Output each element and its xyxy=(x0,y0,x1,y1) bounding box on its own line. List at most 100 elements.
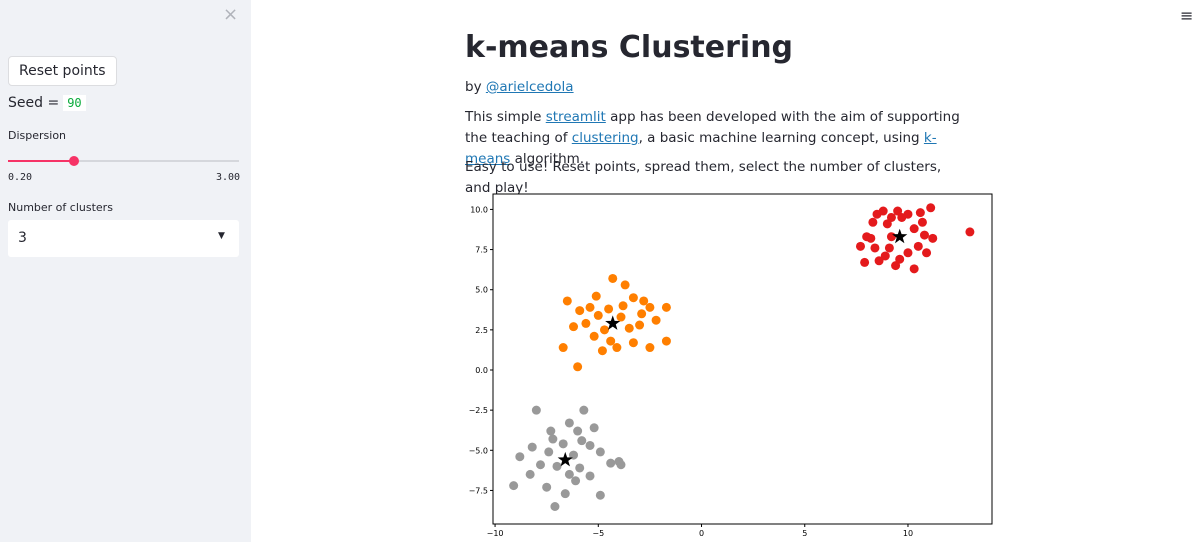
point xyxy=(593,310,603,320)
slider-max: 3.00 xyxy=(216,172,241,183)
select-label: Number of clusters xyxy=(8,201,113,214)
point xyxy=(870,243,880,253)
point xyxy=(860,257,870,267)
point xyxy=(575,306,585,316)
link[interactable]: streamlit xyxy=(545,109,606,125)
point xyxy=(606,336,616,346)
point xyxy=(928,233,938,243)
y-tick-label: 10.0 xyxy=(470,205,488,214)
seed-label: Seed = xyxy=(8,95,60,111)
y-tick-label: 5.0 xyxy=(475,286,488,295)
point xyxy=(913,241,923,251)
point xyxy=(560,489,570,499)
link[interactable]: k-means xyxy=(465,130,937,167)
point xyxy=(645,302,655,312)
slider-label: Dispersion xyxy=(8,129,67,142)
paragraph: This simple streamlit app has been devel… xyxy=(465,107,965,170)
close-icon[interactable]: × xyxy=(223,4,239,25)
select-value: 3 xyxy=(18,230,27,246)
point xyxy=(866,233,876,243)
link[interactable]: clustering xyxy=(571,130,639,146)
centroid xyxy=(605,315,621,330)
point xyxy=(571,476,581,486)
menu-icon[interactable]: ≡ xyxy=(1180,6,1194,25)
point xyxy=(573,426,583,436)
point xyxy=(595,447,605,457)
point xyxy=(579,405,589,415)
point xyxy=(542,482,552,492)
slider-min: 0.20 xyxy=(8,172,33,183)
point xyxy=(922,248,932,258)
dropdown-arrow: ▼ xyxy=(218,231,225,241)
text: This simple xyxy=(465,109,546,125)
point xyxy=(531,405,541,415)
point xyxy=(599,325,609,335)
point xyxy=(569,450,579,460)
point xyxy=(915,208,925,218)
text: algorithm. xyxy=(510,151,585,167)
point xyxy=(855,241,865,251)
point xyxy=(926,203,936,213)
point xyxy=(618,301,628,311)
point xyxy=(639,296,649,306)
point xyxy=(616,312,626,322)
point xyxy=(509,481,519,491)
x-tick-label: 0 xyxy=(699,529,704,538)
x-tick-label: 5 xyxy=(802,529,807,538)
point xyxy=(558,439,568,449)
point xyxy=(573,362,583,372)
point xyxy=(874,256,884,266)
x-tick-label: 10 xyxy=(903,529,913,538)
point xyxy=(569,322,579,332)
point xyxy=(525,469,535,479)
point xyxy=(589,331,599,341)
title: k-means Clustering xyxy=(465,30,794,65)
point xyxy=(612,343,622,353)
point xyxy=(886,212,896,222)
point xyxy=(589,423,599,433)
point xyxy=(616,460,626,470)
point xyxy=(628,338,638,348)
point xyxy=(635,320,645,330)
x-tick-label: −5 xyxy=(592,529,604,538)
point xyxy=(597,346,607,356)
point xyxy=(895,254,905,264)
point xyxy=(581,318,591,328)
point xyxy=(595,490,605,500)
sidebar: × Reset points Seed = 90 Dispersion 0.20 … xyxy=(0,0,251,542)
point xyxy=(651,315,661,325)
point xyxy=(903,209,913,219)
y-tick-label: 0.0 xyxy=(475,366,488,375)
point xyxy=(878,206,888,216)
point xyxy=(591,291,601,301)
point xyxy=(624,323,634,333)
slider-thumb xyxy=(69,156,79,166)
point xyxy=(564,418,574,428)
seed: Seed = 90 xyxy=(8,95,86,111)
byline: by @arielcedola xyxy=(465,77,965,98)
cluster-select[interactable]: 3 ▼ xyxy=(8,220,239,257)
point xyxy=(562,296,572,306)
point xyxy=(909,224,919,234)
y-tick-label: −7.5 xyxy=(469,486,488,495)
reset-button[interactable]: Reset points xyxy=(8,56,117,86)
point xyxy=(548,434,558,444)
seed-value: 90 xyxy=(63,95,86,111)
point xyxy=(535,460,545,470)
author-link[interactable]: @arielcedola xyxy=(485,79,574,95)
point xyxy=(661,336,671,346)
y-tick-label: −5.0 xyxy=(469,446,488,455)
point xyxy=(637,309,647,319)
point xyxy=(909,264,919,274)
point xyxy=(903,248,913,258)
scatter-chart: −10 −5 0 5 10 10.0 7.5 5.0 2.5 0.0 −2.5 −5.0 −7.5 xyxy=(469,193,993,538)
point xyxy=(558,343,568,353)
point xyxy=(919,230,929,240)
centroid xyxy=(557,451,573,467)
y-tick-label: 2.5 xyxy=(475,326,488,335)
point xyxy=(564,469,574,479)
point xyxy=(606,458,616,468)
slider[interactable] xyxy=(0,150,251,172)
